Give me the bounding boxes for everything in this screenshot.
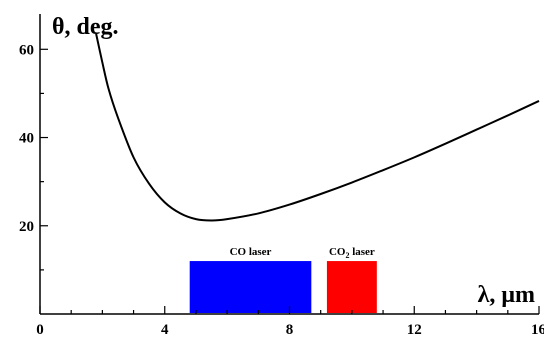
x-axis-title: λ, μm	[478, 282, 535, 308]
x-tick-label: 8	[286, 322, 294, 338]
co2-laser-label: CO2 laser	[329, 246, 375, 260]
ticks: 0 4 8 12 16 20 40 60	[19, 42, 544, 338]
x-tick-label: 0	[36, 322, 44, 338]
y-tick-label: 40	[19, 131, 34, 147]
laser-regions: CO laser CO2 laser	[189, 246, 377, 313]
x-tick-label: 12	[407, 322, 422, 338]
co2-laser-band	[326, 261, 377, 313]
series	[95, 33, 540, 222]
co-laser-label: CO laser	[230, 246, 272, 258]
x-tick-label: 4	[161, 322, 169, 338]
y-tick-label: 20	[19, 219, 34, 235]
x-axis-title-unit: μm	[501, 282, 535, 308]
co-laser-band	[189, 261, 312, 313]
theta-curve	[95, 33, 540, 222]
x-tick-label: 16	[531, 322, 544, 338]
y-axis-title: θ, deg.	[52, 14, 119, 40]
x-axis-title-symbol: λ,	[478, 282, 496, 308]
y-tick-label: 60	[19, 42, 34, 58]
labels: θ, deg. λ, μm	[52, 14, 535, 308]
